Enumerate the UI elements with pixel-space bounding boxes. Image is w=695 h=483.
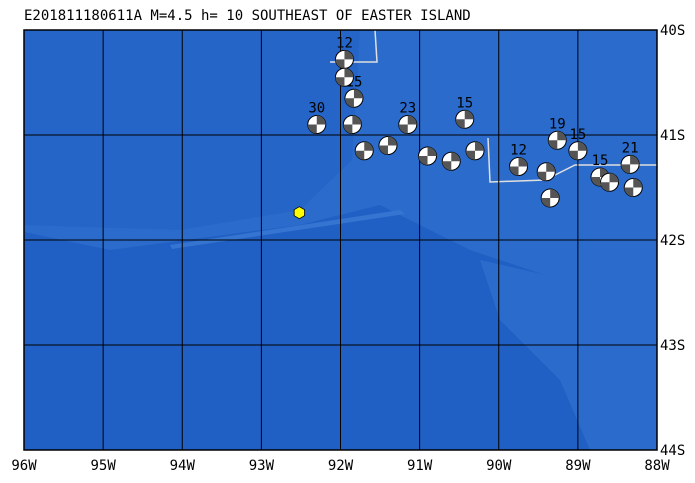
beachball-quadrant — [398, 115, 417, 134]
lon-label: 90W — [486, 458, 512, 474]
map-title: E201811180611A M=4.5 h= 10 SOUTHEAST OF … — [24, 8, 471, 24]
beachball — [568, 141, 588, 161]
beachball-quadrant — [455, 110, 474, 129]
beachball-quadrant — [343, 115, 362, 134]
lat-label: 42S — [660, 233, 685, 249]
beachball-quadrant — [537, 162, 556, 181]
beachball-quadrant — [466, 141, 485, 160]
beachball-quadrant — [335, 50, 354, 69]
beachball — [441, 151, 461, 171]
lon-label: 95W — [90, 458, 116, 474]
beachball — [536, 162, 556, 182]
lon-label: 96W — [11, 458, 37, 474]
depth-label: 23 — [399, 101, 416, 117]
beachball-quadrant — [378, 136, 397, 155]
beachball — [307, 115, 327, 134]
beachball-quadrant — [591, 168, 610, 186]
beachball-quadrant — [344, 89, 363, 108]
lon-label: 94W — [170, 458, 196, 474]
beachball — [342, 115, 362, 134]
beachball-quadrant — [548, 131, 567, 150]
lat-label: 40S — [660, 23, 685, 39]
beachball-quadrant — [307, 115, 326, 134]
lat-label: 43S — [660, 338, 685, 354]
depth-label: 15 — [592, 153, 609, 169]
lat-label: 44S — [660, 443, 685, 459]
beachball — [398, 115, 418, 134]
depth-label: 15 — [456, 95, 473, 111]
beachball-quadrant — [355, 141, 374, 160]
epicenter — [293, 206, 305, 220]
beachball — [600, 172, 620, 192]
depth-label: 12 — [336, 35, 353, 51]
beachball — [509, 157, 529, 176]
beachball-quadrant — [335, 68, 354, 87]
depth-label: 12 — [510, 143, 527, 159]
beachball-quadrant — [541, 189, 560, 207]
depth-label: 21 — [622, 140, 639, 156]
beachball-quadrant — [442, 152, 461, 171]
lon-label: 88W — [644, 458, 670, 474]
beachball — [344, 88, 364, 108]
beachball-quadrant — [509, 157, 528, 176]
lon-label: 93W — [249, 458, 275, 474]
beachball — [354, 141, 374, 161]
lon-label: 91W — [407, 458, 433, 474]
beachball — [620, 154, 640, 174]
beachball — [547, 130, 567, 150]
beachball-quadrant — [418, 147, 437, 165]
map-frame — [23, 29, 658, 451]
beachball-quadrant — [568, 141, 587, 160]
beachball-quadrant — [621, 155, 640, 174]
lat-label: 41S — [660, 128, 685, 144]
beachball — [623, 178, 643, 197]
depth-label: 19 — [549, 116, 566, 132]
beachball — [455, 109, 475, 129]
beachball — [540, 188, 560, 208]
lon-label: 92W — [328, 458, 354, 474]
beachball — [334, 49, 354, 69]
lon-label: 89W — [565, 458, 591, 474]
beachball-quadrant — [624, 178, 643, 197]
depth-label: 30 — [308, 101, 325, 117]
beachball — [334, 67, 354, 87]
depth-label: 15 — [569, 127, 586, 143]
beachball — [378, 136, 398, 155]
beachball — [418, 146, 438, 166]
beachball-quadrant — [600, 173, 619, 192]
beachball — [465, 141, 485, 161]
